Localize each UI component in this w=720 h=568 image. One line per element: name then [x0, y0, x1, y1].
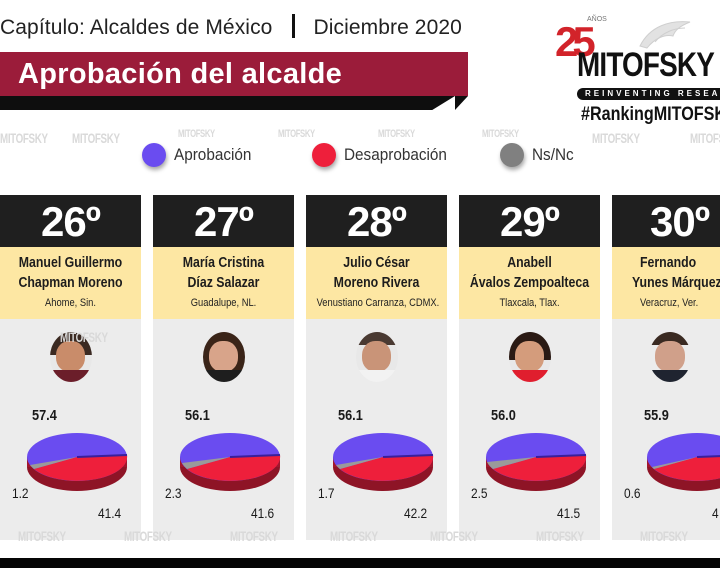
chart-legend: Aprobación Desaprobación Ns/Nc [0, 143, 720, 169]
disapproval-value: 41.4 [98, 505, 122, 521]
legend-label: Ns/Nc [532, 145, 574, 164]
pie-chart-icon [647, 433, 720, 491]
page-title: Aprobación del alcalde [18, 58, 343, 90]
mayor-card: 26º Manuel Guillermo Chapman Moreno Ahom… [0, 195, 141, 540]
divider [292, 14, 296, 38]
nsnc-swatch-icon [500, 143, 524, 167]
nsnc-value: 1.2 [12, 485, 29, 501]
mitofsky-logo: 25 AÑOS MITOFSKY REINVENTING RESEARCH #R… [555, 14, 720, 134]
name-box: Manuel Guillermo Chapman Moreno Ahome, S… [0, 247, 141, 319]
title-band [0, 52, 468, 96]
eagle-logo-icon [639, 21, 691, 49]
rank-badge: 26º [0, 195, 141, 247]
mayor-location: Venustiano Carranza, CDMX. [316, 297, 440, 309]
legend-label: Aprobación [174, 145, 252, 164]
watermark: MITOFSKY [592, 130, 640, 146]
nsnc-value: 2.3 [165, 485, 182, 501]
nsnc-value: 0.6 [624, 485, 641, 501]
disapproval-swatch-icon [312, 143, 336, 167]
pie-chart-icon [27, 433, 128, 491]
avatar [355, 332, 398, 382]
avatar [508, 332, 551, 382]
mayor-name-line2: Moreno Rivera [333, 275, 420, 291]
approval-value: 56.0 [491, 407, 516, 424]
mayor-name-line2: Díaz Salazar [187, 275, 260, 291]
name-box: Fernando Yunes Márquez Veracruz, Ver. [612, 247, 720, 319]
rank-badge: 29º [459, 195, 600, 247]
mayor-name-line2: Ávalos Zempoalteca [469, 275, 590, 291]
rank-badge: 27º [153, 195, 294, 247]
mayor-location: Ahome, Sin. [45, 297, 96, 309]
watermark: MITOFSKY [60, 329, 108, 345]
watermark: MITOFSKY [18, 528, 66, 544]
nsnc-value: 1.7 [318, 485, 335, 501]
rank-badge: 28º [306, 195, 447, 247]
pie-chart-icon [333, 433, 434, 491]
chapter-label: Capítulo: Alcaldes de México [0, 16, 273, 39]
mayor-name-line1: Manuel Guillermo [18, 255, 123, 271]
avatar [202, 332, 245, 382]
watermark: MITOFSKY [430, 528, 478, 544]
watermark: MITOFSKY [378, 128, 415, 140]
watermark: MITOFSKY [330, 528, 378, 544]
watermark: MITOFSKY [230, 528, 278, 544]
disapproval-value: 42.2 [404, 505, 428, 521]
mayor-card: 30º Fernando Yunes Márquez Veracruz, Ver… [612, 195, 720, 540]
watermark: MITOFSKY [690, 130, 720, 146]
mayor-name-line1: Fernando [640, 255, 697, 271]
pie-chart-icon [486, 433, 587, 491]
mayor-name-line2: Yunes Márquez [632, 275, 720, 291]
watermark: MITOFSKY [640, 528, 688, 544]
mayor-location: Tlaxcala, Tlax. [499, 297, 560, 309]
footer-bar [0, 558, 720, 568]
watermark: MITOFSKY [178, 128, 215, 140]
rank-badge: 30º [612, 195, 720, 247]
legend-item-disapproval: Desaprobación [312, 143, 458, 167]
disapproval-value: 41.5 [557, 505, 581, 521]
watermark: MITOFSKY [536, 528, 584, 544]
legend-item-approval: Aprobación [142, 143, 260, 167]
mayor-name-line1: Anabell [507, 255, 552, 271]
hashtag: #RankingMITOFSKY [581, 104, 720, 125]
mayor-name-line1: Julio César [343, 255, 410, 271]
approval-value: 56.1 [185, 407, 210, 424]
approval-value: 55.9 [644, 407, 669, 424]
watermark: MITOFSKY [278, 128, 315, 140]
watermark: MITOFSKY [72, 130, 120, 146]
approval-swatch-icon [142, 143, 166, 167]
legend-label: Desaprobación [344, 145, 447, 164]
mayor-name-line2: Chapman Moreno [18, 275, 123, 291]
name-box: Julio César Moreno Rivera Venustiano Car… [306, 247, 447, 319]
brand-name: MITOFSKY [577, 46, 715, 84]
name-box: María Cristina Díaz Salazar Guadalupe, N… [153, 247, 294, 319]
brand-tagline: REINVENTING RESEARCH [577, 88, 720, 100]
approval-value: 56.1 [338, 407, 363, 424]
avatar [49, 332, 92, 382]
name-box: Anabell Ávalos Zempoalteca Tlaxcala, Tla… [459, 247, 600, 319]
watermark: MITOFSKY [0, 130, 48, 146]
pie-chart-icon [180, 433, 281, 491]
mayor-card: 29º Anabell Ávalos Zempoalteca Tlaxcala,… [459, 195, 600, 540]
subtitle: Capítulo: Alcaldes de México Diciembre 20… [0, 14, 462, 40]
title-shadow-bottom [0, 96, 455, 110]
mayor-name-line1: María Cristina [182, 255, 265, 271]
legend-item-nsnc: Ns/Nc [500, 143, 578, 167]
approval-value: 57.4 [32, 407, 57, 424]
mayor-card: 28º Julio César Moreno Rivera Venustiano… [306, 195, 447, 540]
disapproval-value: 4 [712, 505, 719, 521]
anniversary-number: 25 [555, 18, 596, 65]
watermark: MITOFSKY [482, 128, 519, 140]
mayor-location: Veracruz, Ver. [640, 297, 699, 309]
anniversary-label: AÑOS [587, 16, 607, 23]
mayor-location: Guadalupe, NL. [190, 297, 257, 309]
date-label: Diciembre 2020 [313, 16, 462, 39]
disapproval-value: 41.6 [251, 505, 275, 521]
nsnc-value: 2.5 [471, 485, 488, 501]
watermark: MITOFSKY [124, 528, 172, 544]
mayor-card: 27º María Cristina Díaz Salazar Guadalup… [153, 195, 294, 540]
avatar [649, 332, 691, 382]
